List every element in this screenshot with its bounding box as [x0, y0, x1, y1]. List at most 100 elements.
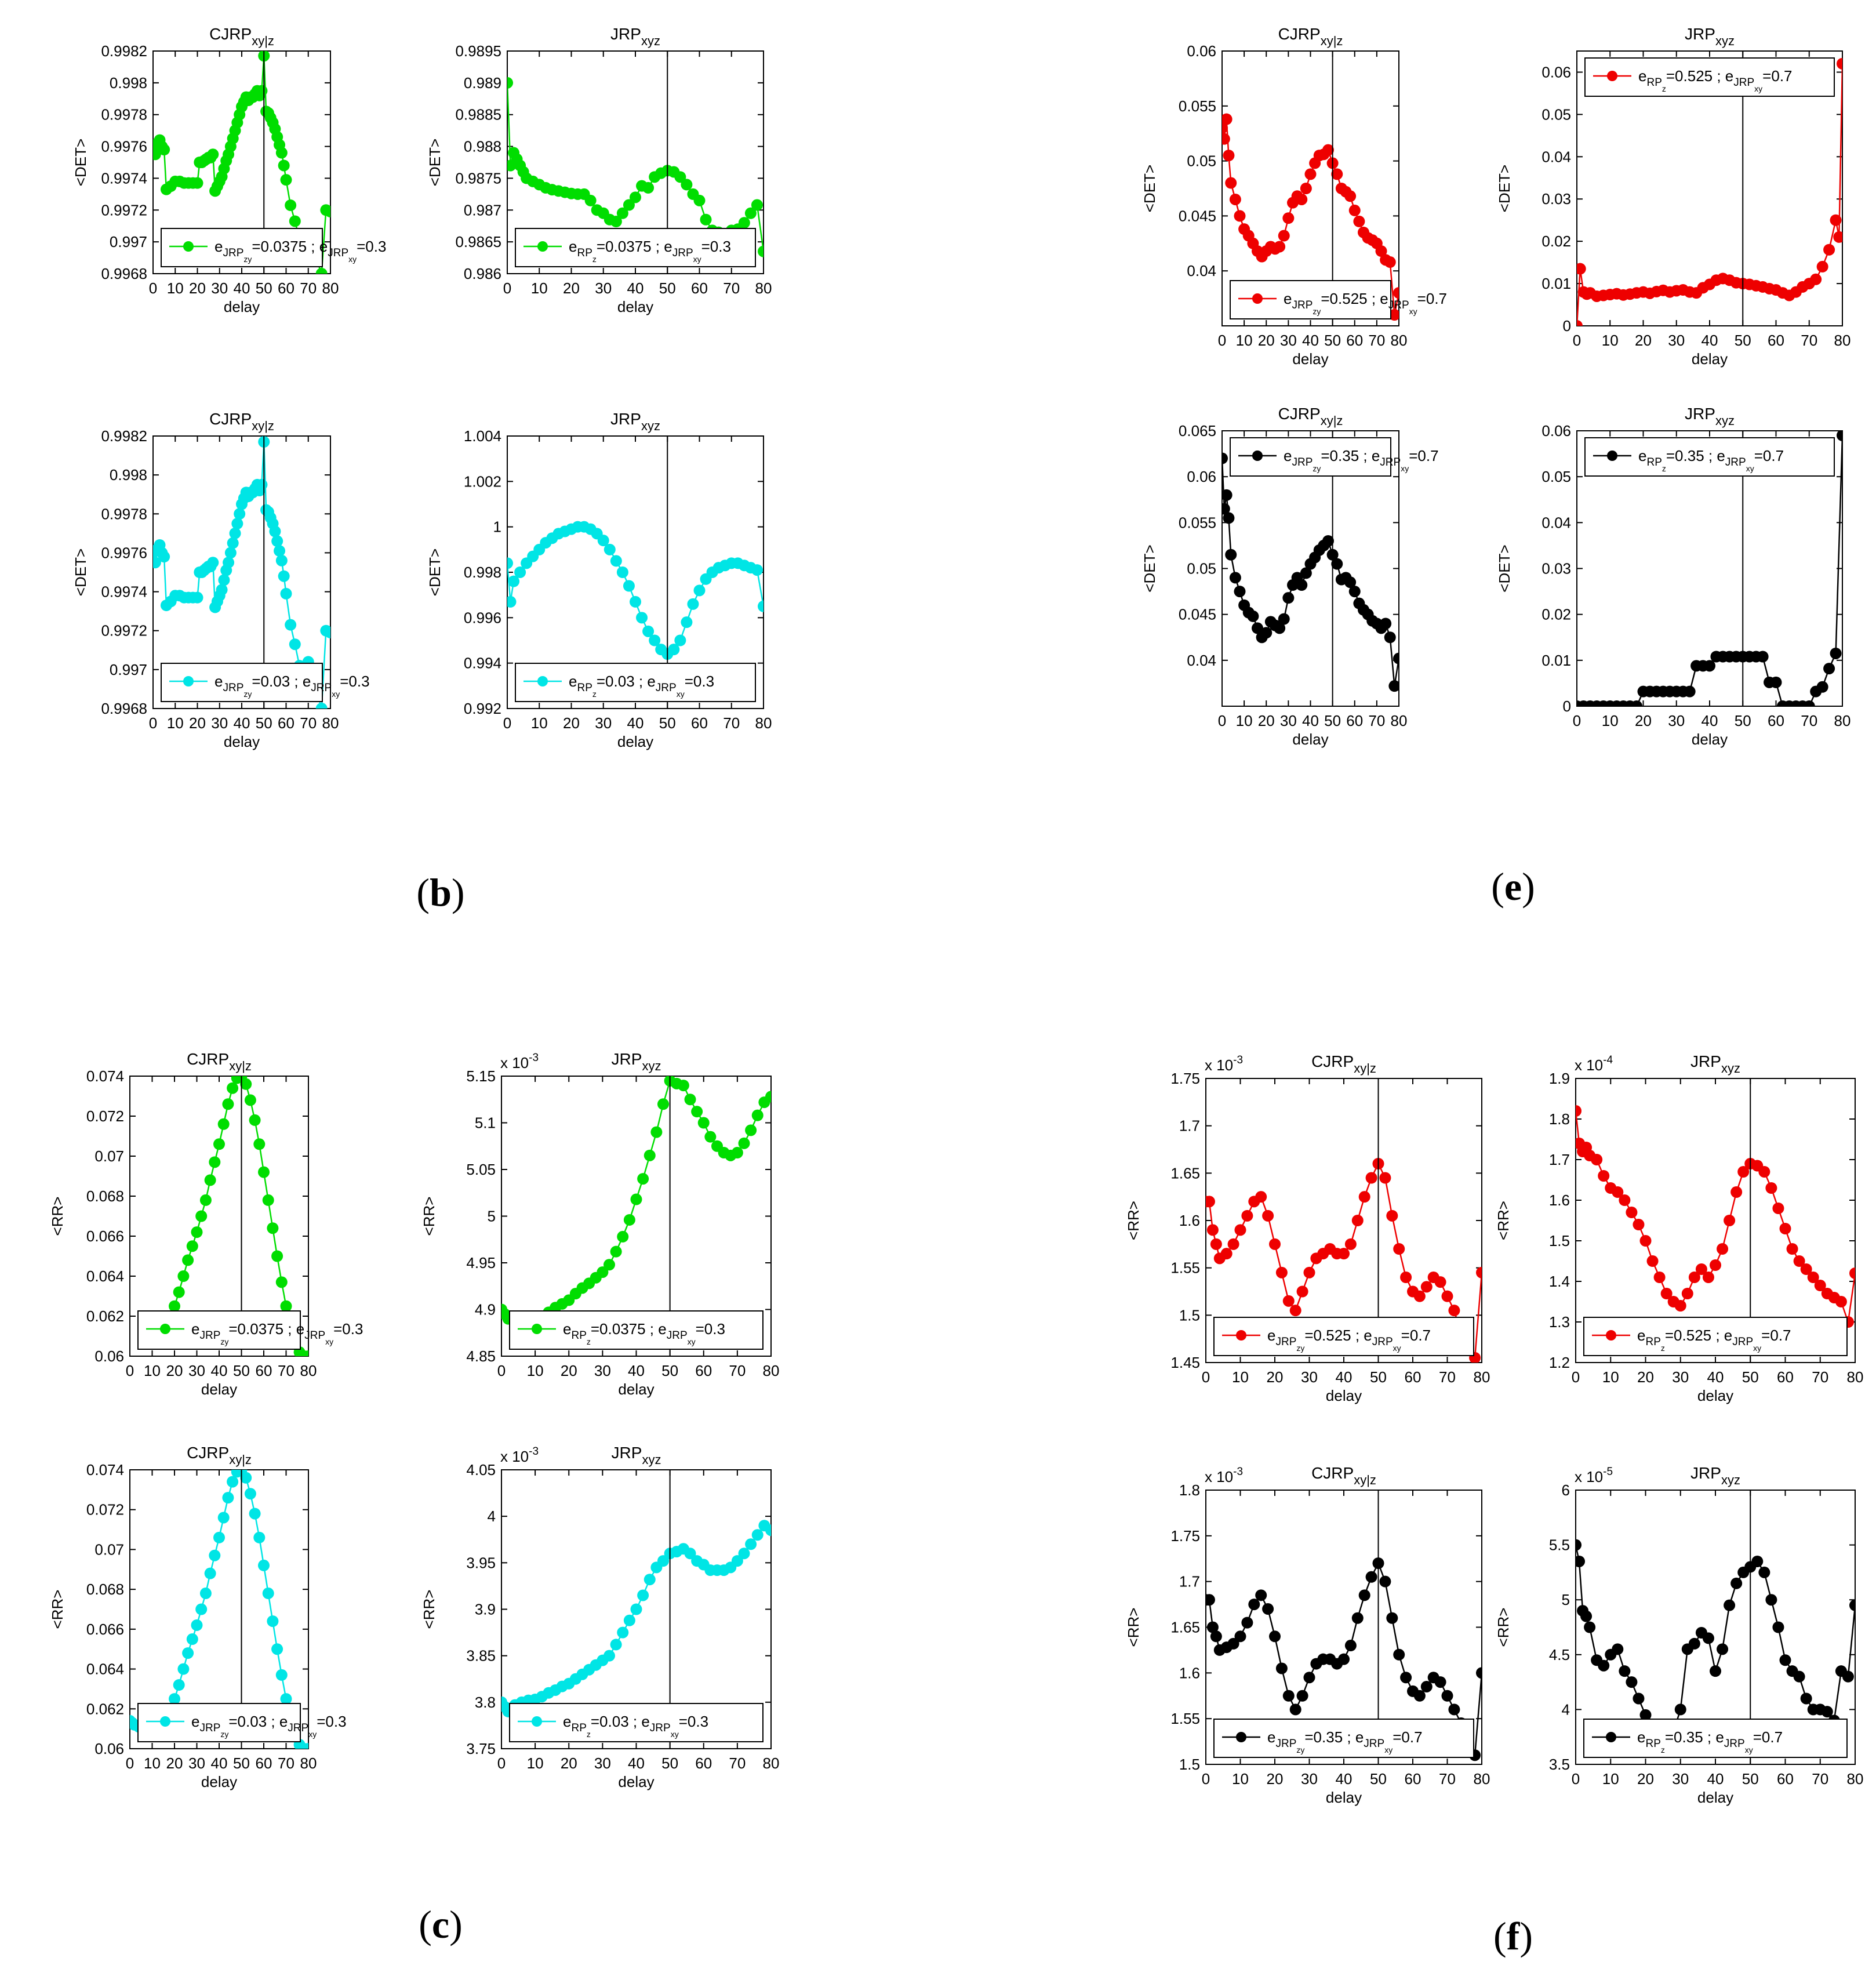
- data-point: [681, 616, 693, 629]
- y-tick-label: 1.75: [1170, 1070, 1200, 1087]
- data-point: [1619, 1665, 1631, 1677]
- data-point: [1234, 1630, 1246, 1643]
- y-axis-label: <RR>: [1495, 1608, 1512, 1647]
- y-tick-label: 5: [488, 1208, 496, 1225]
- chart-title: CJRPxy|z: [209, 410, 274, 433]
- y-axis-label: <RR>: [420, 1590, 438, 1629]
- legend-box: [1584, 57, 1835, 97]
- y-tick-label: 0.05: [1187, 152, 1216, 170]
- data-point: [1704, 660, 1715, 672]
- x-tick-label: 50: [1370, 1368, 1387, 1386]
- x-tick-label: 20: [189, 714, 206, 732]
- y-tick-label: 1.6: [1549, 1192, 1570, 1209]
- y-tick-label: 4.05: [466, 1461, 496, 1479]
- y-axis-label: <RR>: [1495, 1201, 1512, 1240]
- x-tick-label: 30: [1301, 1368, 1318, 1386]
- x-tick-label: 10: [531, 714, 548, 732]
- y-exponent-label: x 10-3: [1205, 1466, 1243, 1485]
- legend-marker: [1606, 1732, 1616, 1742]
- data-point: [1206, 1621, 1219, 1633]
- data-point: [630, 1193, 642, 1205]
- data-point: [597, 535, 609, 547]
- y-tick-label: 0.06: [1541, 63, 1571, 81]
- x-tick-label: 50: [1735, 332, 1751, 349]
- data-point: [630, 191, 641, 204]
- data-point: [1730, 1577, 1743, 1589]
- x-tick-label: 10: [167, 714, 184, 732]
- legend-marker: [532, 1324, 542, 1334]
- data-point: [1476, 1266, 1482, 1278]
- data-point: [1348, 586, 1361, 598]
- chart-b2: 0 10 20 30 40 50 60 70 80 0.986 0.9865 0.987 0.9875 0…: [426, 25, 772, 315]
- y-tick-label: 0.06: [1541, 422, 1571, 439]
- data-point: [1255, 1589, 1267, 1601]
- data-point: [616, 566, 628, 578]
- y-tick-label: 0.989: [464, 74, 501, 92]
- x-tick-label: 30: [188, 1754, 205, 1772]
- data-point: [280, 174, 292, 186]
- data-point: [1222, 452, 1228, 464]
- data-point: [182, 1647, 194, 1659]
- x-tick-label: 0: [1218, 712, 1226, 729]
- data-point: [258, 1166, 270, 1178]
- legend: eJRPzy=0.03 ; eJRPxy=0.3: [161, 663, 370, 702]
- x-tick-label: 70: [1368, 712, 1385, 729]
- x-tick-label: 60: [1777, 1770, 1794, 1788]
- data-point: [1413, 1290, 1426, 1302]
- x-tick-label: 10: [1602, 332, 1619, 349]
- y-axis-label: <RR>: [1125, 1608, 1142, 1647]
- data-point: [1688, 1637, 1700, 1650]
- y-tick-label: 1: [493, 518, 501, 536]
- data-point: [199, 1588, 212, 1600]
- data-point: [1800, 1263, 1812, 1275]
- data-point: [630, 1603, 642, 1615]
- legend-marker: [183, 676, 194, 686]
- data-point: [684, 1094, 696, 1106]
- data-point: [1591, 1154, 1603, 1165]
- legend-marker: [1607, 71, 1617, 81]
- x-tick-label: 0: [1573, 712, 1581, 729]
- data-point: [1274, 241, 1286, 253]
- x-tick-label: 50: [256, 279, 272, 297]
- data-point: [1660, 1288, 1673, 1299]
- data-point: [1241, 1617, 1253, 1629]
- data-point: [204, 1174, 216, 1186]
- data-point: [1779, 1654, 1791, 1666]
- data-point: [1386, 1612, 1398, 1624]
- data-point: [1289, 1703, 1301, 1716]
- panel-label-b: (b): [416, 870, 465, 914]
- data-point: [227, 537, 239, 549]
- data-point: [1241, 1209, 1253, 1222]
- y-tick-label: 0.987: [464, 201, 501, 219]
- x-tick-label: 0: [1202, 1368, 1210, 1386]
- x-tick-label: 40: [1336, 1770, 1353, 1788]
- y-tick-label: 0.03: [1541, 190, 1571, 208]
- series-f3: [1206, 1557, 1482, 1761]
- x-tick-label: 20: [1267, 1368, 1284, 1386]
- legend: eJRPzy=0.35 ; eJRPxy=0.7: [1230, 437, 1439, 477]
- x-tick-label: 0: [497, 1362, 506, 1379]
- data-point: [213, 1138, 225, 1150]
- y-tick-label: 1.8: [1179, 1481, 1200, 1499]
- data-point: [1296, 1285, 1308, 1298]
- x-tick-label: 0: [503, 714, 511, 732]
- data-point: [1227, 1637, 1239, 1650]
- data-point: [1730, 1186, 1743, 1198]
- data-point: [1598, 1170, 1610, 1182]
- data-point: [684, 1548, 696, 1560]
- x-tick-label: 0: [1572, 1770, 1580, 1788]
- data-point: [253, 1138, 266, 1150]
- x-tick-label: 0: [126, 1362, 134, 1379]
- x-tick-label: 10: [527, 1754, 544, 1772]
- data-point: [1300, 183, 1312, 194]
- y-tick-label: 0.998: [110, 466, 147, 484]
- data-point: [1816, 681, 1828, 693]
- legend-box: [1584, 437, 1835, 477]
- data-point: [224, 547, 237, 559]
- x-tick-label: 70: [1812, 1770, 1828, 1788]
- legend-marker: [1252, 293, 1263, 304]
- x-tick-label: 50: [1735, 712, 1751, 729]
- data-point: [1388, 680, 1399, 692]
- legend-box: [1583, 1317, 1848, 1356]
